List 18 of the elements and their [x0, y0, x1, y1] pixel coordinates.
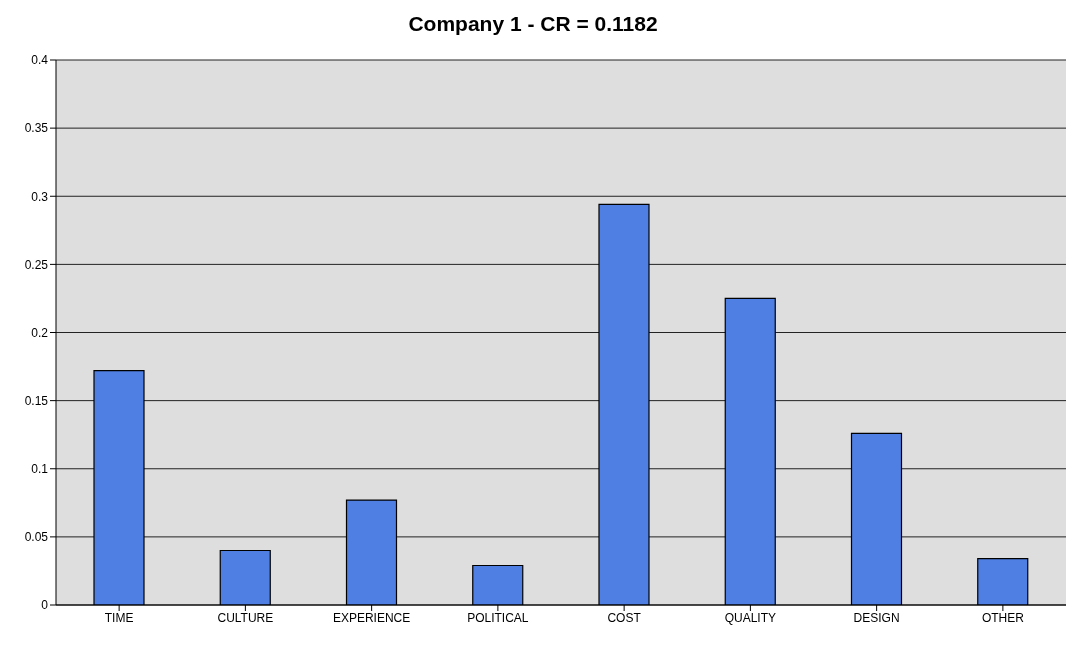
x-tick-label: CULTURE: [217, 610, 274, 625]
y-tick-label: 0: [41, 598, 49, 613]
x-tick-label: COST: [607, 610, 642, 625]
x-tick-label: OTHER: [981, 610, 1025, 625]
x-tick-label: POLITICAL: [467, 610, 529, 625]
y-tick-label: 0.2: [31, 325, 49, 340]
y-tick-label: 0.35: [24, 121, 49, 136]
y-tick-label: 0.25: [24, 257, 49, 272]
y-tick-label: 0.15: [24, 393, 49, 408]
x-tick-label: DESIGN: [853, 610, 900, 625]
x-tick-label: EXPERIENCE: [332, 610, 411, 625]
chart-title: Company 1 - CR = 0.1182: [407, 12, 659, 37]
y-tick-label: 0.4: [31, 53, 49, 68]
y-tick-label: 0.1: [31, 462, 49, 477]
x-tick-label: QUALITY: [724, 610, 777, 625]
y-tick-label: 0.05: [24, 530, 49, 545]
y-tick-label: 0.3: [31, 189, 49, 204]
x-tick-label: TIME: [104, 610, 134, 625]
